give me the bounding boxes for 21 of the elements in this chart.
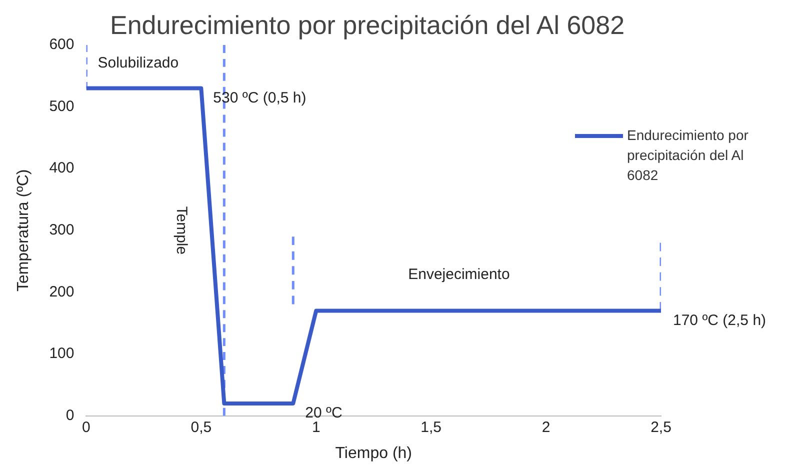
annotation: 530 ºC (0,5 h): [213, 89, 306, 106]
y-tick-label: 300: [49, 222, 74, 239]
y-axis-title: Temperatura (ºC): [15, 169, 32, 292]
y-tick-label: 200: [49, 283, 74, 300]
annotation: 170 ºC (2,5 h): [673, 312, 766, 329]
y-tick-label: 400: [49, 160, 74, 177]
chart-title: Endurecimiento por precipitación del Al 6082: [110, 10, 625, 41]
x-tick-label: 2,5: [650, 418, 672, 436]
x-tick-label: 0,5: [190, 418, 212, 436]
x-tick-label: 1,5: [420, 418, 442, 436]
x-tick-label: 0: [82, 418, 90, 436]
y-tick-label: 500: [49, 98, 74, 115]
y-tick-label: 600: [49, 36, 74, 54]
legend-label: Endurecimiento por precipitación del Al 6082: [627, 126, 750, 185]
y-tick-label: 100: [49, 345, 74, 362]
x-tick-label: 2: [542, 418, 550, 436]
annotation: Temple: [172, 206, 190, 255]
y-tick-label: 0: [66, 406, 74, 424]
annotation: Solubilizado: [98, 54, 179, 72]
x-axis-title: Tiempo (h): [335, 444, 412, 462]
annotation: Envejecimiento: [408, 266, 510, 284]
